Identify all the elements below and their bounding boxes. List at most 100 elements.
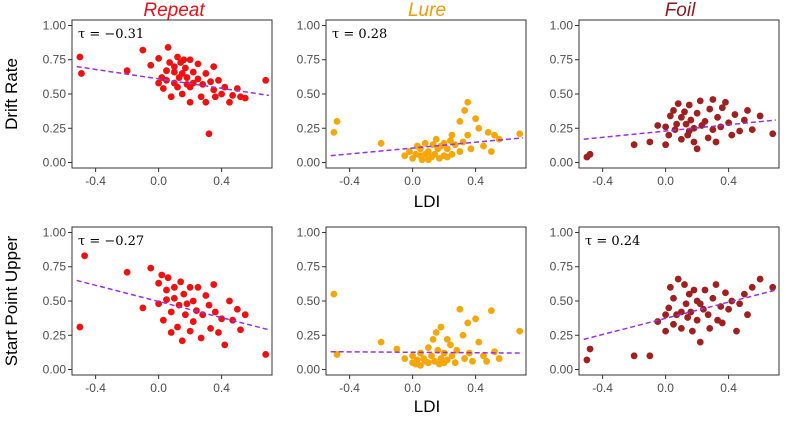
- data-point: [170, 63, 178, 70]
- data-point: [229, 91, 237, 99]
- data-point: [431, 150, 439, 158]
- data-point: [432, 329, 440, 336]
- data-point: [674, 100, 682, 107]
- column-title-lure: Lure: [408, 0, 446, 21]
- data-point: [654, 122, 662, 129]
- data-point: [447, 341, 454, 349]
- data-point: [202, 292, 210, 299]
- tau-annotation: τ = −0.31: [78, 27, 144, 42]
- data-point: [163, 296, 170, 304]
- data-point: [693, 145, 701, 153]
- data-point: [437, 323, 445, 331]
- y-tick-label: 0.00: [43, 363, 67, 377]
- data-point: [178, 70, 186, 77]
- data-point: [662, 123, 670, 131]
- data-point: [432, 135, 440, 143]
- data-point: [665, 304, 673, 312]
- trend-line: [330, 137, 523, 157]
- data-point: [701, 118, 709, 125]
- x-tick-label: 0.4: [467, 174, 484, 188]
- data-point: [181, 311, 189, 319]
- data-point: [406, 148, 413, 155]
- y-tick-label: 0.25: [550, 328, 574, 342]
- data-point: [218, 90, 226, 98]
- data-point: [688, 327, 696, 335]
- data-point: [677, 135, 685, 143]
- data-point: [456, 148, 464, 155]
- data-point: [202, 98, 210, 106]
- tau-annotation: τ = 0.24: [585, 234, 640, 249]
- data-point: [516, 327, 524, 335]
- y-tick-label: 0.25: [297, 121, 321, 135]
- y-tick-label: 0.75: [297, 53, 321, 67]
- data-point: [472, 115, 480, 123]
- data-point: [417, 362, 424, 369]
- panel-0-2: 0.00 0.25 0.50 0.75 1.00 -0.4 0.0 0.4: [550, 18, 780, 188]
- data-point: [666, 283, 674, 291]
- data-point: [696, 300, 704, 308]
- data-point: [207, 78, 214, 86]
- x-tick-label: -0.4: [339, 174, 360, 188]
- data-point: [221, 341, 229, 349]
- trend-line: [583, 119, 776, 140]
- data-point: [673, 120, 681, 128]
- data-point: [202, 70, 210, 77]
- data-point: [429, 335, 437, 343]
- data-point: [685, 290, 693, 298]
- data-point: [170, 283, 178, 291]
- data-point: [215, 329, 222, 336]
- data-point: [197, 93, 205, 101]
- x-tick-label: 0.0: [150, 381, 167, 395]
- data-point: [586, 150, 594, 158]
- y-tick-label: 0.00: [43, 156, 67, 170]
- data-point: [472, 315, 480, 323]
- data-point: [709, 294, 717, 302]
- data-point: [681, 281, 688, 288]
- x-axis-label-1: LDI: [414, 397, 440, 416]
- data-point: [586, 345, 594, 353]
- data-point: [333, 351, 341, 358]
- data-point: [447, 137, 454, 144]
- data-point: [630, 141, 638, 149]
- data-point: [233, 305, 241, 313]
- data-point: [159, 85, 167, 92]
- y-tick-label: 0.75: [550, 53, 574, 67]
- data-point: [714, 113, 721, 121]
- data-point: [464, 319, 472, 327]
- data-point: [189, 68, 197, 76]
- column-title-foil: Foil: [665, 0, 696, 21]
- y-tick-label: 0.50: [550, 294, 574, 308]
- column-title-repeat: Repeat: [143, 0, 205, 21]
- data-point: [464, 131, 472, 139]
- data-point: [495, 135, 503, 143]
- data-point: [177, 278, 185, 286]
- data-point: [78, 70, 85, 77]
- data-point: [662, 327, 670, 335]
- x-tick-label: -0.4: [85, 174, 106, 188]
- y-tick-label: 0.75: [43, 260, 67, 274]
- panel-1-0: 0.00 0.25 0.50 0.75 1.00 -0.4 0.0 0.4 τ = −0.27: [43, 225, 273, 395]
- panel-frame: [578, 19, 780, 169]
- data-point: [167, 308, 175, 316]
- data-point: [480, 142, 487, 150]
- data-point: [467, 145, 475, 153]
- data-point: [684, 314, 692, 321]
- data-point: [183, 300, 191, 308]
- y-tick-label: 0.75: [550, 260, 574, 274]
- data-point: [211, 308, 219, 316]
- data-point: [682, 300, 690, 308]
- data-point: [215, 76, 222, 84]
- data-point: [728, 131, 736, 139]
- data-point: [448, 352, 456, 360]
- data-point: [174, 323, 181, 331]
- data-point: [491, 131, 498, 139]
- data-point: [630, 352, 638, 360]
- data-point: [718, 319, 726, 327]
- trend-line: [330, 350, 523, 354]
- data-point: [769, 283, 777, 291]
- data-point: [174, 83, 181, 91]
- panel-0-0: 0.00 0.25 0.50 0.75 1.00 -0.4 0.0 0.4 τ = −0.31: [43, 18, 273, 188]
- y-tick-label: 1.00: [550, 18, 574, 32]
- data-point: [428, 352, 435, 360]
- data-point: [693, 316, 701, 324]
